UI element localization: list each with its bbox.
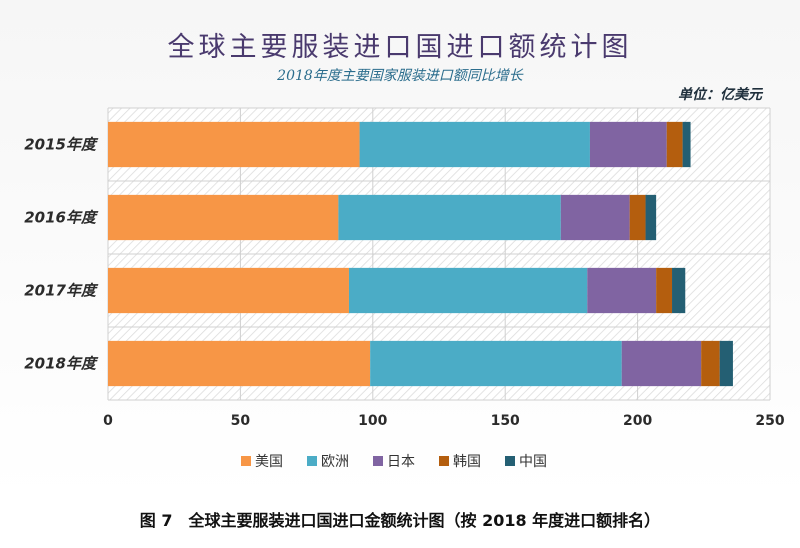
bar-0-0: [108, 121, 360, 168]
bar-1-4: [645, 194, 657, 241]
bar-0-3: [666, 121, 683, 168]
bar-3-4: [719, 340, 733, 387]
legend-label-2: 日本: [387, 454, 415, 470]
bar-2-1: [348, 267, 588, 314]
chart-title: 全球主要服装进口国进口额统计图: [168, 32, 633, 63]
x-tick-label-5: 250: [755, 413, 784, 429]
legend-swatch-2: [373, 456, 383, 466]
chart-panel: 全球主要服装进口国进口额统计图 2018年度主要国家服装进口额同比增长 单位：亿…: [0, 0, 800, 500]
bar-3-3: [701, 340, 720, 387]
legend-label-4: 中国: [519, 454, 547, 470]
bar-3-2: [621, 340, 702, 387]
bar-1-2: [560, 194, 630, 241]
bar-3-0: [108, 340, 371, 387]
bar-2-4: [672, 267, 686, 314]
category-label-3: 2018年度: [24, 355, 99, 373]
stacked-bar-chart: 全球主要服装进口国进口额统计图 2018年度主要国家服装进口额同比增长 单位：亿…: [24, 32, 785, 470]
bar-1-3: [629, 194, 646, 241]
x-tick-label-1: 50: [231, 413, 251, 429]
legend-label-3: 韩国: [453, 454, 481, 470]
legend-swatch-1: [307, 456, 317, 466]
category-label-0: 2015年度: [24, 136, 99, 154]
legend: 美国 欧洲 日本 韩国 中国: [241, 454, 547, 470]
bar-2-0: [108, 267, 349, 314]
bar-3-1: [370, 340, 622, 387]
x-tick-label-2: 100: [358, 413, 387, 429]
legend-label-1: 欧洲: [321, 454, 349, 470]
bar-0-4: [682, 121, 691, 168]
category-labels: 2015年度 2016年度 2017年度 2018年度: [24, 136, 99, 373]
legend-swatch-4: [505, 456, 515, 466]
bars: [108, 121, 733, 387]
figure-caption: 图 7 全球主要服装进口国进口金额统计图（按 2018 年度进口额排名）: [139, 511, 661, 530]
bar-0-2: [589, 121, 667, 168]
bar-2-2: [587, 267, 657, 314]
legend-label-0: 美国: [255, 454, 283, 470]
legend-swatch-0: [241, 456, 251, 466]
x-tick-label-0: 0: [103, 413, 113, 429]
chart-subtitle: 2018年度主要国家服装进口额同比增长: [276, 68, 524, 84]
bar-1-0: [108, 194, 339, 241]
category-label-2: 2017年度: [24, 282, 99, 300]
bar-1-1: [338, 194, 561, 241]
x-tick-label-4: 200: [623, 413, 652, 429]
category-label-1: 2016年度: [24, 209, 99, 227]
legend-swatch-3: [439, 456, 449, 466]
bar-2-3: [656, 267, 673, 314]
x-tick-label-3: 150: [491, 413, 520, 429]
bar-0-1: [359, 121, 590, 168]
x-axis-tick-labels: 0 50 100 150 200 250: [103, 413, 785, 429]
unit-label: 单位：亿美元: [678, 86, 764, 103]
